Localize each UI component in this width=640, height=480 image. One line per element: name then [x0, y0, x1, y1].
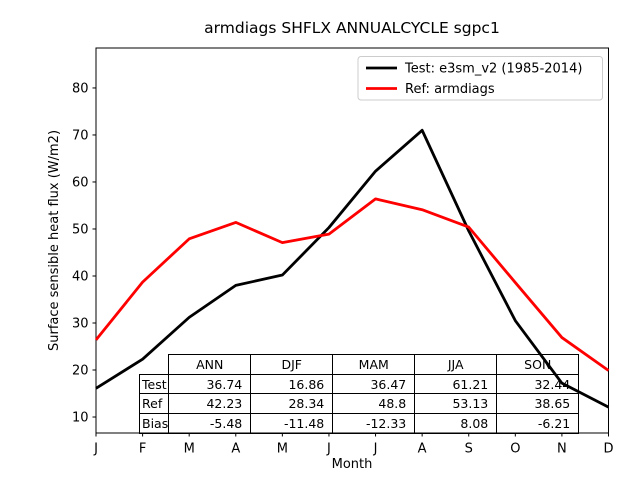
- x-axis-label: Month: [332, 457, 373, 472]
- y-tick-label: 10: [72, 411, 89, 426]
- plot-frame: [95, 47, 609, 434]
- x-tick-label: O: [510, 442, 520, 457]
- y-tick-label: 50: [72, 222, 89, 237]
- x-tick-label: J: [93, 442, 98, 457]
- legend: Test: e3sm_v2 (1985-2014) Ref: armdiags: [357, 56, 603, 101]
- table-cell: 38.65: [496, 393, 580, 415]
- y-tick-label: 20: [72, 364, 89, 379]
- x-tick-label: J: [326, 442, 331, 457]
- table-cell: -11.48: [250, 413, 334, 434]
- x-tick-label: A: [231, 442, 240, 457]
- chart-title: armdiags SHFLX ANNUALCYCLE sgpc1: [204, 19, 500, 37]
- x-tick-label: J: [373, 442, 378, 457]
- legend-label-test: Test: e3sm_v2 (1985-2014): [404, 62, 582, 77]
- table-cell: -12.33: [332, 413, 416, 434]
- legend-label-ref: Ref: armdiags: [405, 82, 495, 97]
- y-tick-label: 30: [72, 317, 89, 332]
- x-tick-label: N: [557, 442, 567, 457]
- x-tick-label: M: [184, 442, 195, 457]
- series-line-test: [95, 128, 610, 409]
- x-tick-label: M: [277, 442, 288, 457]
- table-header-row: ANN DJF MAM JJA SON: [140, 354, 580, 375]
- col-header-son: SON: [496, 354, 580, 375]
- y-tick-label: 70: [72, 128, 89, 143]
- row-label-test: Test: [138, 373, 170, 395]
- legend-box: [357, 56, 603, 101]
- series-line-ref: [94, 197, 610, 372]
- x-tick-label: D: [603, 442, 613, 457]
- table-row: Ref 42.23 28.34 48.8 53.13 38.65: [138, 393, 580, 415]
- y-axis-label: Surface sensible heat flux (W/m2): [47, 130, 62, 351]
- series-layer: [94, 128, 610, 409]
- row-label-ref: Ref: [138, 393, 170, 415]
- x-tick-label: S: [465, 442, 473, 457]
- seasonal-stats-table: ANN DJF MAM JJA SON Test 36.74 16.86 36.…: [138, 354, 580, 434]
- y-tick-label: 60: [72, 175, 89, 190]
- table-cell: 36.74: [168, 373, 252, 395]
- y-tick-label: 40: [72, 269, 89, 284]
- x-tick-label: A: [418, 442, 427, 457]
- table-cell: 8.08: [414, 413, 498, 434]
- table-row: Bias -5.48 -11.48 -12.33 8.08 -6.21: [138, 413, 580, 434]
- y-tick-label: 80: [72, 81, 89, 96]
- x-tick-label: F: [139, 442, 146, 457]
